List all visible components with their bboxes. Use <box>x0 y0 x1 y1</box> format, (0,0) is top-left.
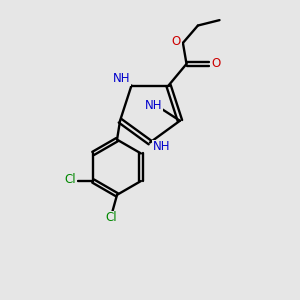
Text: O: O <box>211 57 220 70</box>
Text: Cl: Cl <box>64 173 76 186</box>
Text: NH: NH <box>145 99 163 112</box>
Text: NH: NH <box>113 72 130 86</box>
Text: Cl: Cl <box>105 212 117 224</box>
Text: NH: NH <box>153 140 170 154</box>
Text: O: O <box>172 35 181 48</box>
